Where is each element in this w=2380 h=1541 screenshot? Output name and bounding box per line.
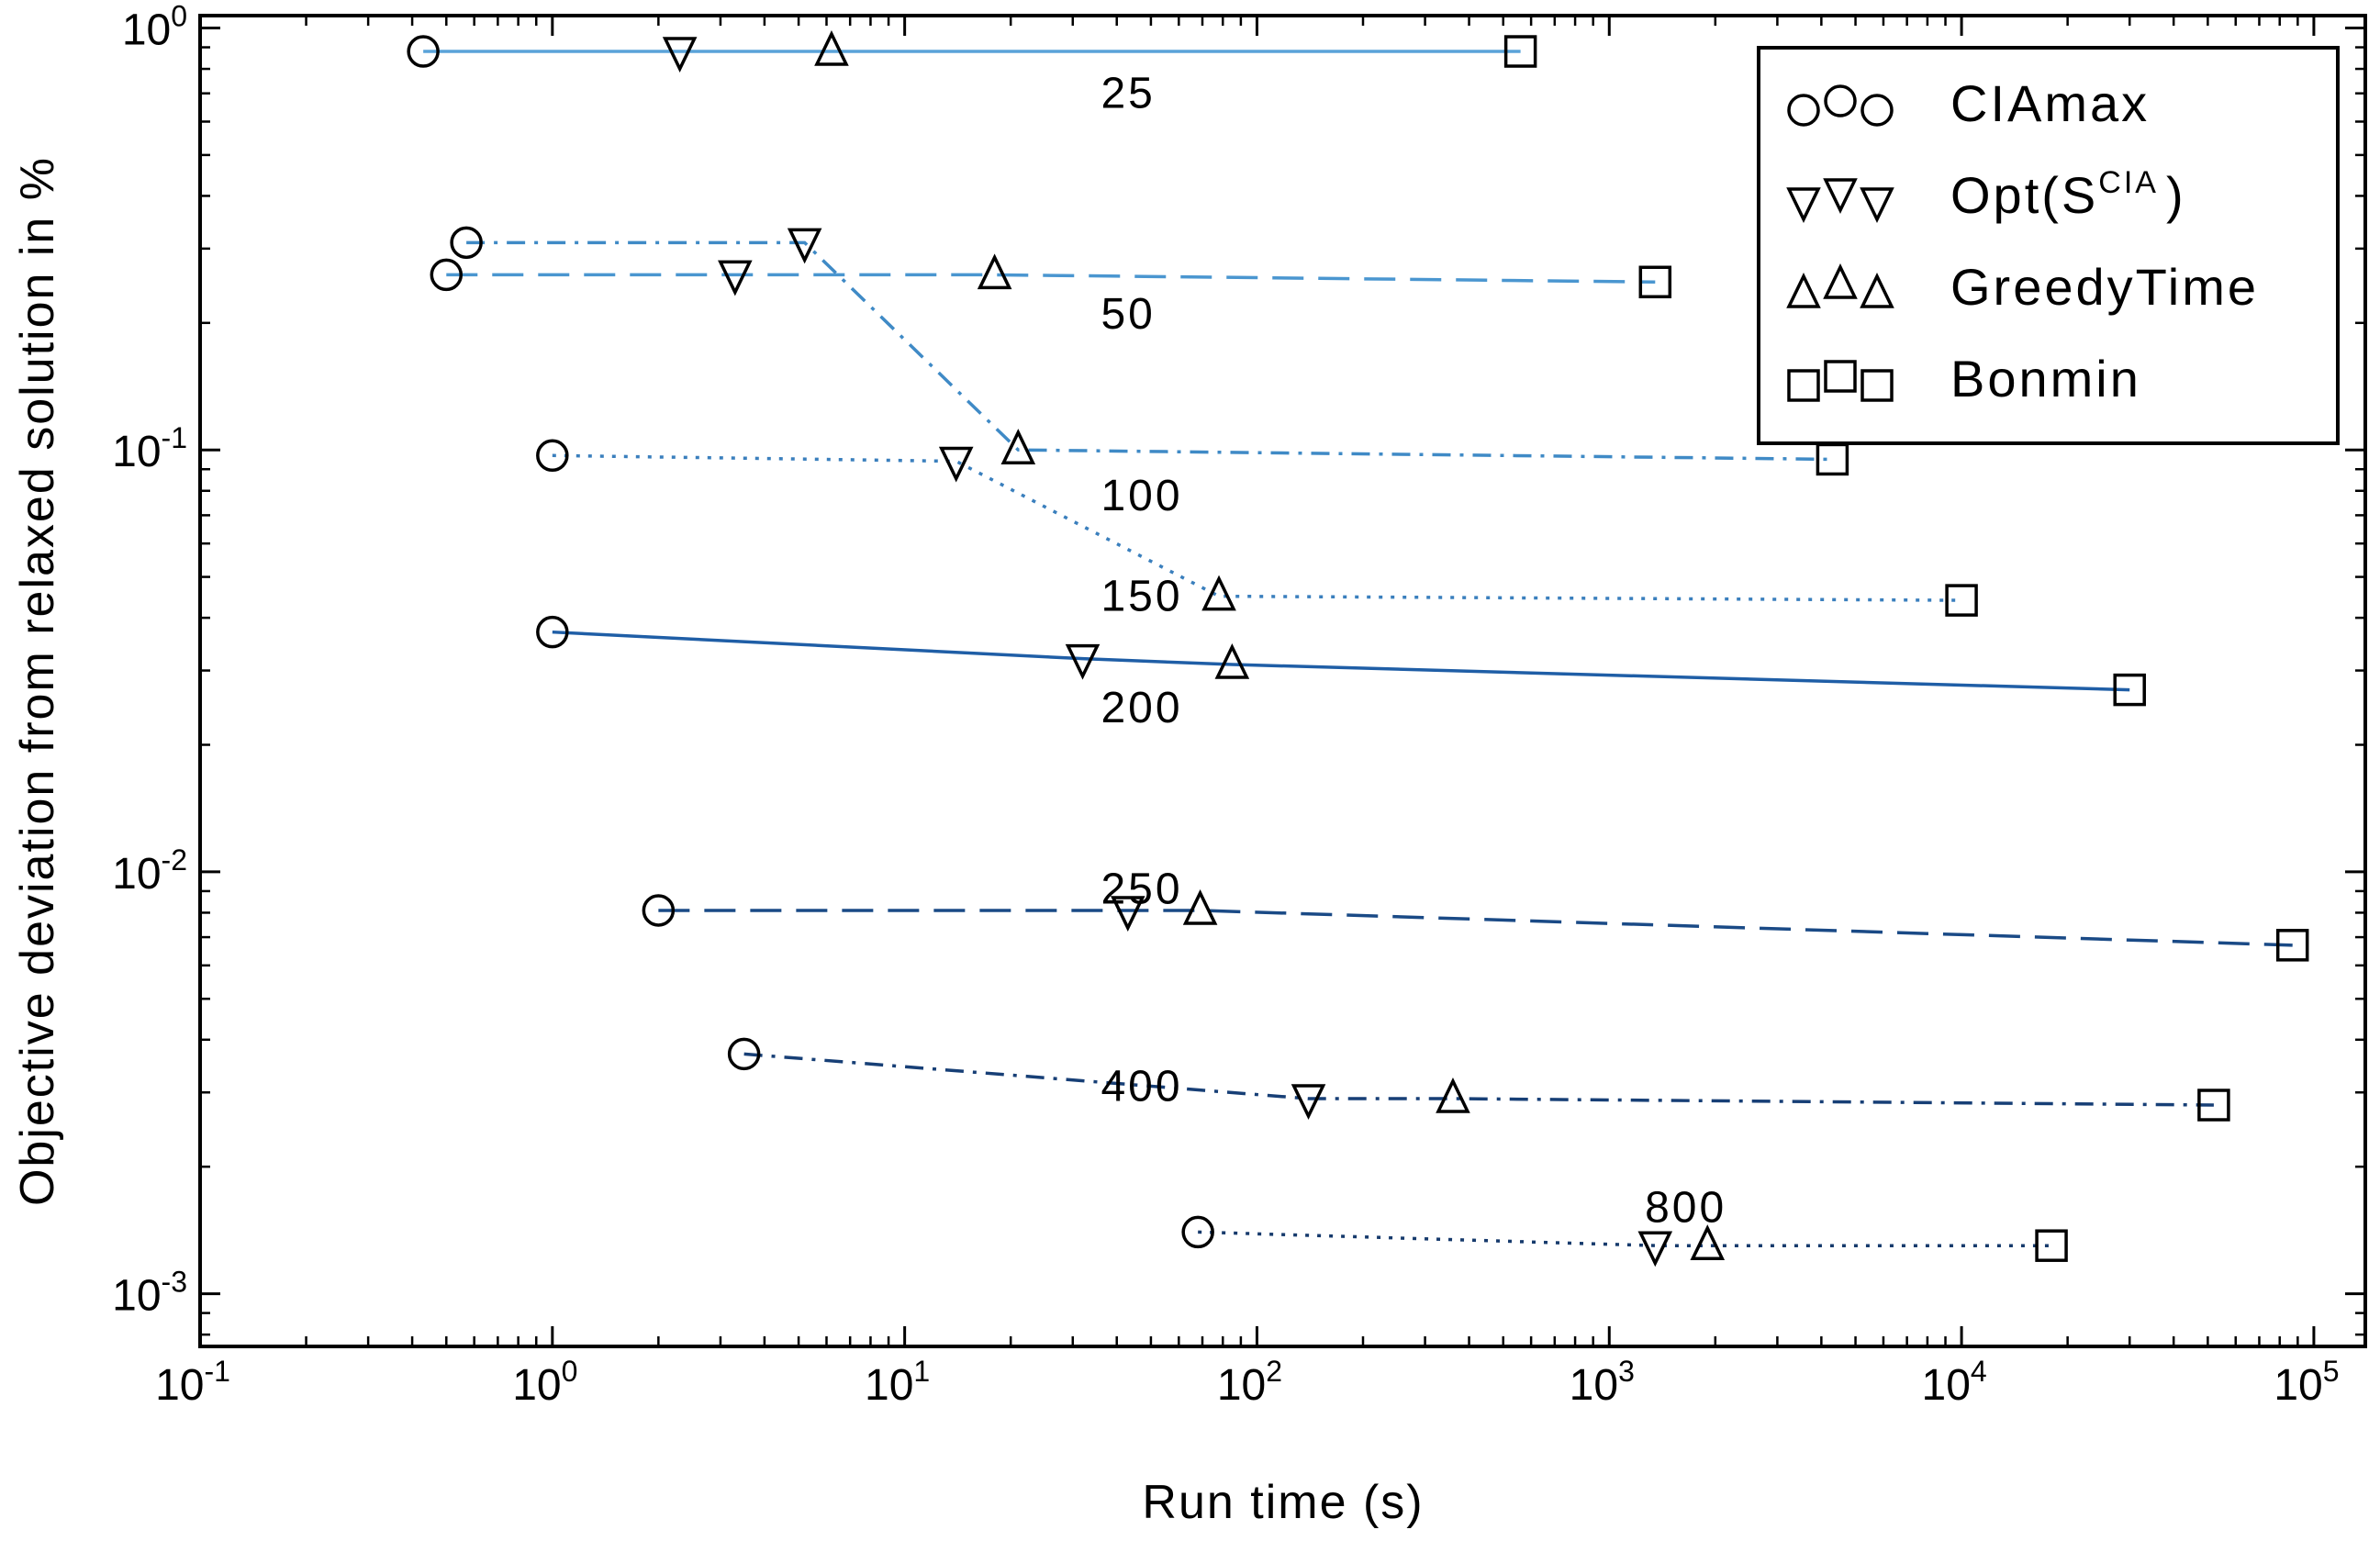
point-CIAmax-400 <box>727 1037 761 1071</box>
legend-marker-0c <box>1860 94 1894 127</box>
point-Bonmin-200 <box>2113 673 2146 707</box>
x-tick-label: 101 <box>865 1355 930 1410</box>
series-label-800: 800 <box>1645 1184 1726 1233</box>
legend: CIAmax Opt(SCIA) GreedyTime Bonmin <box>1757 46 2340 445</box>
legend-marker-3b <box>1824 360 1857 393</box>
x-tick-label: 10-1 <box>155 1355 230 1410</box>
series-line-400 <box>743 1052 2214 1107</box>
point-Opt_SCIA-800 <box>1637 1231 1673 1267</box>
series-800: 800 <box>1181 1184 2068 1267</box>
x-axis-label: Run time (s) <box>1142 1476 1424 1529</box>
series-line-200 <box>552 630 2130 692</box>
legend-label-0: CIAmax <box>1950 74 2150 132</box>
point-CIAmax-50 <box>430 258 464 292</box>
y-tick-label: 10-3 <box>112 1266 187 1321</box>
series-line-250 <box>658 909 2293 947</box>
point-Bonmin-25 <box>1503 35 1537 68</box>
point-CIAmax-25 <box>407 35 440 68</box>
point-Bonmin-400 <box>2197 1089 2230 1122</box>
legend-label-1: Opt(SCIA) <box>1950 165 2186 224</box>
y-axis-label: Objective deviation from relaxed solutio… <box>11 156 64 1206</box>
point-CIAmax-250 <box>642 894 676 927</box>
point-Opt_SCIA-250 <box>1110 896 1145 932</box>
point-Bonmin-150 <box>1945 584 1978 617</box>
series-50: 50 <box>430 253 1672 339</box>
x-axis-ticks: 10-1 100 101 102 103 104 105 <box>155 16 2340 1410</box>
x-tick-label: 104 <box>1922 1355 1987 1410</box>
point-Opt_SCIA-150 <box>938 446 974 483</box>
x-tick-label: 100 <box>512 1355 577 1410</box>
legend-marker-2b <box>1823 262 1858 299</box>
series-250: 250 <box>642 865 2309 962</box>
point-Bonmin-250 <box>2275 929 2309 962</box>
series-line-150 <box>552 453 1962 602</box>
point-Opt_SCIA-200 <box>1065 643 1101 680</box>
series-line-800 <box>1198 1230 2052 1247</box>
y-tick-label: 100 <box>122 0 187 55</box>
legend-marker-0a <box>1787 94 1820 127</box>
series-label-150: 150 <box>1101 573 1182 621</box>
series-label-200: 200 <box>1101 684 1182 732</box>
y-tick-label: 10-1 <box>112 421 187 476</box>
point-GreedyTime-150 <box>1201 575 1236 611</box>
point-Opt_SCIA-25 <box>662 37 698 73</box>
point-CIAmax-200 <box>536 615 569 649</box>
series-150: 150 <box>536 439 1978 621</box>
point-GreedyTime-200 <box>1214 642 1250 679</box>
series-label-400: 400 <box>1101 1063 1182 1111</box>
y-tick-label: 10-2 <box>112 843 187 899</box>
series-label-50: 50 <box>1101 290 1155 339</box>
series-line-50 <box>446 273 1656 285</box>
point-Bonmin-50 <box>1638 265 1672 299</box>
y-axis-ticks: 100 10-1 10-2 10-3 <box>112 0 2365 1336</box>
legend-marker-0b <box>1824 84 1857 117</box>
point-CIAmax-150 <box>536 439 569 473</box>
x-tick-label: 105 <box>2274 1355 2339 1410</box>
x-tick-label: 102 <box>1217 1355 1282 1410</box>
x-tick-label: 103 <box>1570 1355 1635 1410</box>
point-Opt_SCIA-50 <box>718 260 753 296</box>
legend-marker-1b <box>1823 178 1858 215</box>
series-label-100: 100 <box>1101 472 1182 520</box>
legend-marker-3a <box>1787 369 1820 402</box>
series-25: 25 <box>407 30 1537 118</box>
point-Bonmin-800 <box>2035 1229 2068 1262</box>
legend-marker-2a <box>1786 272 1821 308</box>
series-line-100 <box>466 240 1833 462</box>
legend-marker-1c <box>1860 187 1894 224</box>
point-GreedyTime-250 <box>1182 888 1218 925</box>
point-GreedyTime-25 <box>814 30 849 66</box>
series-label-25: 25 <box>1101 70 1155 118</box>
point-GreedyTime-100 <box>1000 429 1036 464</box>
legend-label-3: Bonmin <box>1950 350 2141 408</box>
point-GreedyTime-50 <box>977 253 1012 290</box>
series-200: 200 <box>536 615 2146 732</box>
point-Opt_SCIA-400 <box>1291 1084 1326 1121</box>
legend-label-2: GreedyTime <box>1950 258 2259 316</box>
legend-marker-2c <box>1860 272 1894 308</box>
legend-marker-1a <box>1786 187 1821 224</box>
series-400: 400 <box>727 1037 2230 1122</box>
point-CIAmax-100 <box>450 226 483 260</box>
legend-marker-3c <box>1860 369 1894 402</box>
series-label-250: 250 <box>1101 865 1182 914</box>
point-GreedyTime-400 <box>1436 1077 1470 1113</box>
point-Opt_SCIA-100 <box>787 228 822 264</box>
point-CIAmax-800 <box>1181 1215 1214 1249</box>
point-GreedyTime-800 <box>1690 1224 1726 1260</box>
